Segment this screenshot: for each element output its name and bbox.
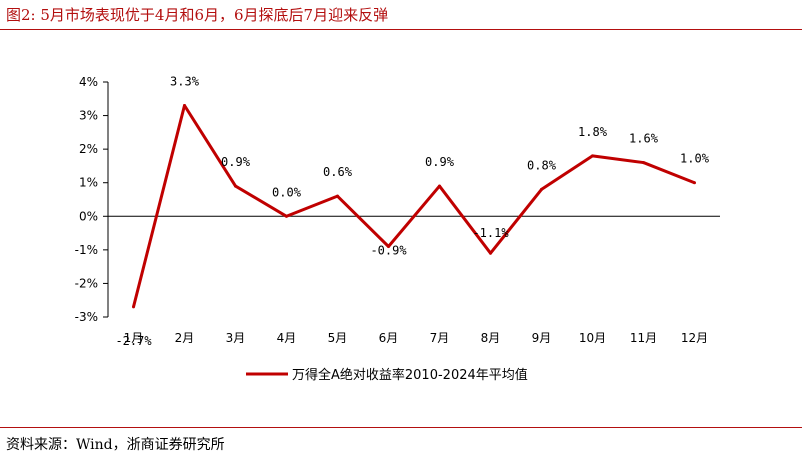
y-tick-label: -2% (75, 276, 98, 290)
x-tick-label: 10月 (579, 331, 606, 345)
x-tick-label: 4月 (277, 331, 297, 345)
line-chart: 4% 3% 2% 1% 0% -1% -2% -3% 1月 2月 3月 4月 5月 6月 7月 8月 9月 10月… (75, 75, 720, 383)
x-tick-label: 6月 (379, 331, 399, 345)
y-tick-label: 1% (79, 176, 98, 190)
series-line (132, 104, 696, 308)
data-label: -1.1% (472, 226, 509, 240)
data-label: 1.6% (629, 132, 659, 146)
data-label: 0.9% (425, 155, 455, 169)
footer-divider (0, 427, 802, 428)
source-note: 资料来源：Wind，浙商证券研究所 (6, 437, 225, 453)
y-tick-label: 2% (79, 142, 98, 156)
x-tick-label: 9月 (532, 331, 552, 345)
y-tick-label: 3% (79, 109, 98, 123)
data-point (642, 161, 645, 165)
x-tick-label: 8月 (481, 331, 501, 345)
data-point (285, 214, 288, 218)
data-point (183, 104, 186, 107)
data-point (387, 245, 390, 248)
data-point (438, 184, 441, 188)
data-point (489, 251, 492, 255)
y-tick-label: -1% (75, 243, 98, 257)
x-tick-label: 1月 (124, 331, 144, 345)
x-tick-label: 3月 (226, 331, 246, 345)
data-point (234, 184, 237, 188)
data-label: 0.6% (323, 165, 353, 179)
x-tick-label: 2月 (175, 331, 195, 345)
data-label: -2.7% (115, 334, 152, 348)
data-point (336, 194, 339, 198)
data-label: -0.9% (370, 244, 407, 258)
chart-title: 图2: 5月市场表现优于4月和6月，6月探底后7月迎来反弹 (6, 6, 389, 24)
data-label: 1.0% (680, 152, 710, 166)
x-tick-label: 5月 (328, 331, 348, 345)
y-tick-label: 4% (79, 75, 98, 89)
data-label: 0.0% (272, 185, 302, 199)
x-tick-label: 7月 (430, 331, 450, 345)
data-point (540, 187, 543, 191)
data-point (591, 154, 594, 158)
x-tick-label: 11月 (630, 331, 657, 345)
title-divider (0, 29, 802, 30)
data-label: 0.9% (221, 155, 251, 169)
x-tick-label: 12月 (681, 331, 708, 345)
data-label: 1.8% (578, 125, 608, 139)
title-bar: 图2: 5月市场表现优于4月和6月，6月探底后7月迎来反弹 (0, 0, 802, 30)
y-tick-label: 0% (79, 209, 98, 223)
data-label: 3.3% (170, 75, 200, 89)
data-point (132, 305, 135, 309)
legend-label: 万得全A绝对收益率2010-2024年平均值 (292, 367, 528, 383)
data-label: 0.8% (527, 158, 557, 172)
y-tick-label: -3% (75, 310, 98, 324)
data-point (693, 181, 696, 185)
